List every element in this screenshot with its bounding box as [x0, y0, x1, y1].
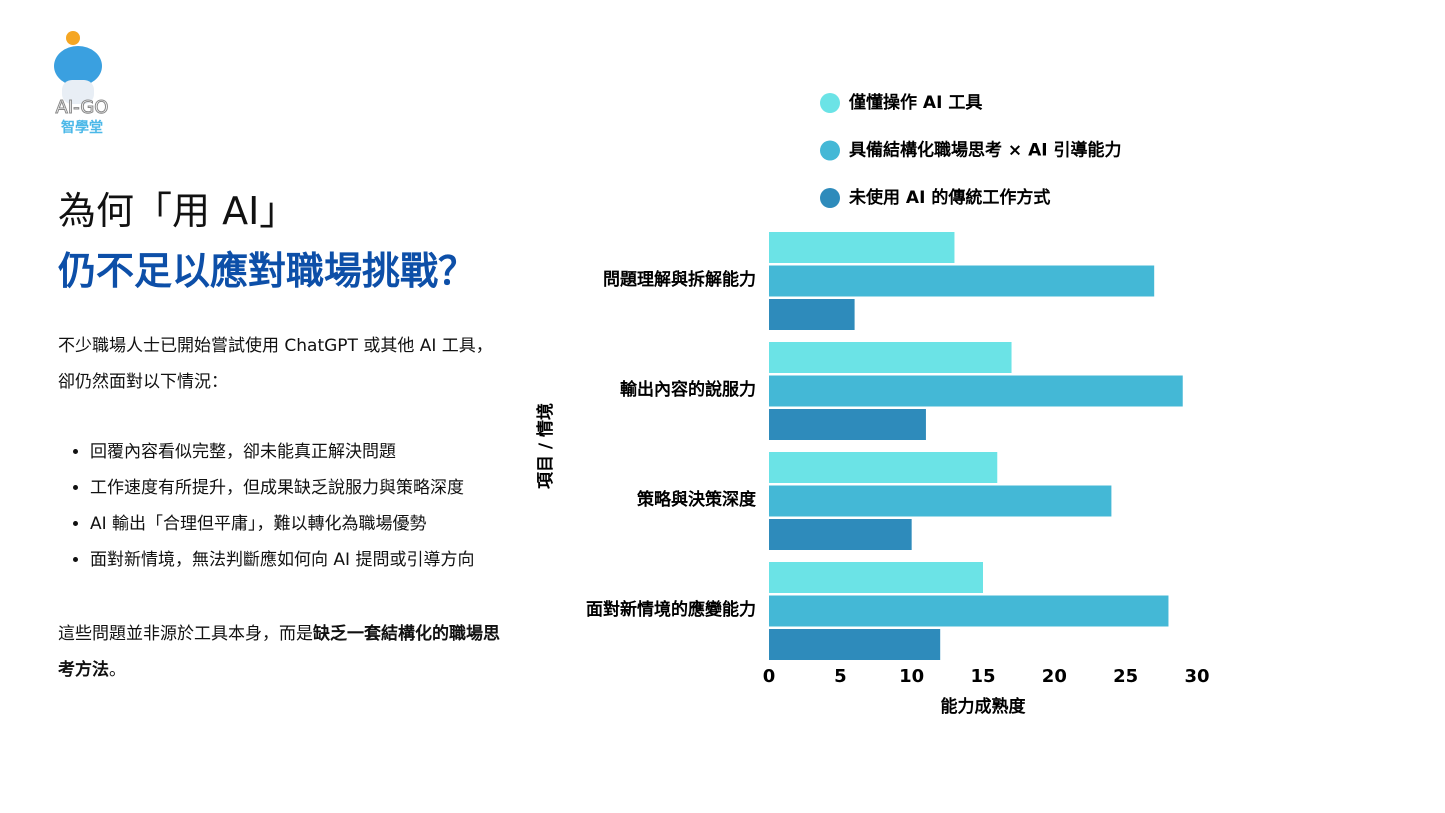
legend-marker [820, 93, 840, 113]
bar [769, 629, 941, 660]
logo: AI-GO 智學堂 [54, 31, 109, 136]
logo-subtext: 智學堂 [60, 119, 103, 136]
bullet: 面對新情境，無法判斷應如何向 AI 提問或引導方向 [90, 542, 550, 578]
x-axis-label: 能力成熟度 [941, 696, 1027, 717]
x-tick-label: 30 [1184, 666, 1209, 687]
y-tick-label: 面對新情境的應變能力 [586, 599, 756, 620]
y-tick-label: 策略與決策深度 [637, 489, 757, 510]
x-tick-label: 10 [899, 666, 924, 687]
bar [769, 452, 998, 483]
bar [769, 232, 955, 263]
bar [769, 342, 1012, 373]
text: 這些問題並非源於工具本身，而是 [58, 624, 313, 644]
legend-label: 僅懂操作 AI 工具 [848, 92, 982, 113]
logo-text: AI-GO [56, 97, 109, 118]
bar [769, 265, 1155, 297]
y-tick-label: 問題理解與拆解能力 [603, 269, 756, 290]
bar [769, 595, 1169, 627]
bar [769, 519, 912, 550]
legend-marker [820, 140, 840, 161]
legend-label: 具備結構化職場思考 × AI 引導能力 [848, 140, 1121, 161]
bullet: 工作速度有所提升，但成果缺乏說服力與策略深度 [90, 470, 550, 506]
x-tick-label: 25 [1113, 666, 1138, 687]
x-tick-label: 20 [1042, 666, 1067, 687]
title-line: 為何「用 AI」 [58, 189, 298, 233]
y-tick-label: 輸出內容的說服力 [620, 379, 756, 400]
x-tick-label: 5 [834, 666, 847, 687]
bar [769, 485, 1112, 517]
bar [769, 299, 855, 330]
bullet-list: 回覆內容看似完整，卻未能真正解決問題 工作速度有所提升，但成果缺乏說服力與策略深… [58, 434, 550, 578]
logo-icon [54, 46, 102, 86]
x-tick-label: 0 [763, 666, 776, 687]
intro: 不少職場人士已開始嘗試使用 ChatGPT 或其他 AI 工具，卻仍然面對以下情… [58, 336, 493, 392]
x-tick-label: 15 [970, 666, 995, 687]
bullet: AI 輸出「合理但平庸」，難以轉化為職場優勢 [90, 506, 550, 542]
bullet: 回覆內容看似完整，卻未能真正解決問題 [90, 434, 550, 470]
conclusion: 這些問題並非源於工具本身，而是缺乏一套結構化的職場思考方法。 [58, 616, 508, 688]
legend-marker [820, 188, 840, 208]
text: 。 [109, 660, 126, 680]
bar [769, 562, 983, 593]
logo-icon [66, 31, 80, 45]
legend-label: 未使用 AI 的傳統工作方式 [848, 187, 1050, 208]
emphasis: 缺乏一套結構化的職場思考方法 [58, 624, 500, 680]
bar [769, 375, 1183, 407]
title-line: 仍不足以應對職場挑戰？ [58, 249, 477, 293]
logo-icon [62, 80, 94, 104]
bar [769, 409, 926, 440]
